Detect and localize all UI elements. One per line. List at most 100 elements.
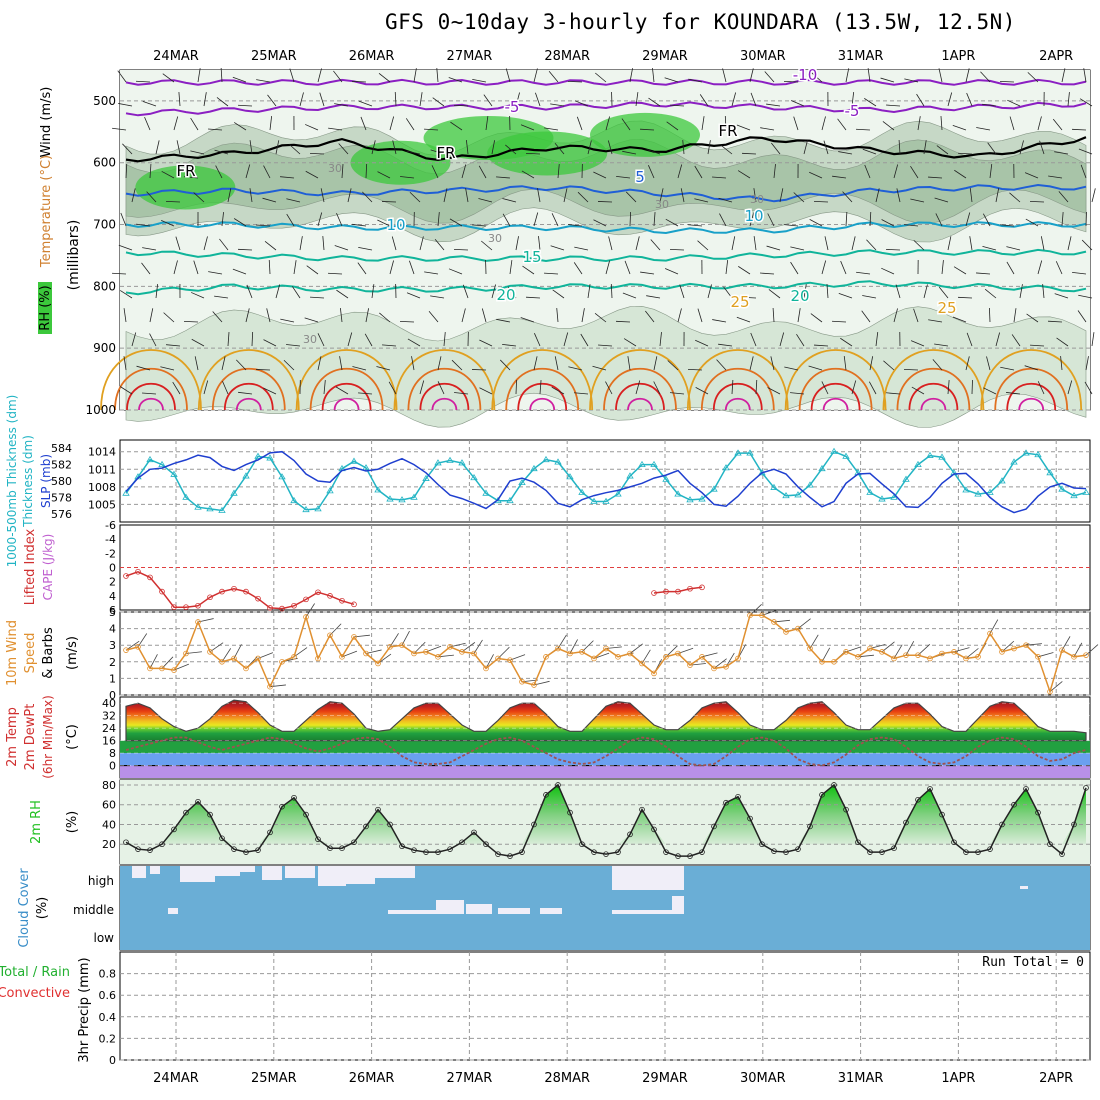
thickness-line-point: [410, 493, 418, 500]
wind-speed-line-point: [1059, 647, 1065, 653]
thickness-line-point: [938, 453, 946, 460]
upper-wind-barb: [377, 219, 391, 227]
isotherm-label: 25: [937, 299, 956, 317]
rh-contour-label: 30: [750, 193, 764, 206]
upper-wind-barb: [659, 188, 664, 203]
upper-wind-barb: [505, 144, 517, 155]
upper-wind-barb: [910, 340, 925, 347]
thickness-tick-label: 582: [51, 459, 72, 472]
rh-line-point: [1071, 821, 1077, 828]
thickness-line-point: [638, 460, 646, 467]
upper-wind-barb: [1085, 211, 1087, 227]
upper-wind-barb: [885, 249, 901, 251]
upper-wind-barb: [969, 188, 973, 203]
upper-wind-barb: [1000, 366, 1015, 371]
wind-tick-label: 2: [109, 656, 116, 669]
rh-line-point: [291, 794, 297, 801]
axis-label-precip: 3hr Precip (mm): [77, 957, 92, 1062]
wind-speed-line-point: [1011, 645, 1017, 652]
cloud-clear-mid: [540, 908, 562, 914]
upper-wind-barb: [237, 248, 253, 251]
upper-wind-barb: [882, 121, 895, 131]
upper-wind-barb: [1078, 294, 1093, 299]
thickness-line-point: [602, 497, 610, 504]
rh-line-point: [843, 806, 849, 813]
upper-wind-barb: [718, 343, 733, 347]
lifted-index-line-point: [171, 604, 177, 610]
thickness-line-point: [386, 495, 394, 502]
upper-wind-barb: [338, 143, 349, 155]
surface-isotherm: [138, 397, 164, 411]
upper-wind-barb: [1039, 140, 1045, 155]
upper-wind-barb: [1006, 246, 1021, 251]
rh-line-point: [207, 811, 213, 818]
surface-isotherm: [100, 349, 202, 411]
axis-label-barbs: & Barbs: [41, 627, 56, 679]
upper-wind-barb: [932, 359, 943, 371]
rh-line-point: [555, 782, 561, 788]
upper-wind-barb: [923, 140, 927, 155]
upper-wind-barb: [407, 338, 421, 347]
lifted-index-line-point: [135, 568, 141, 575]
upper-wind-barb: [911, 386, 925, 395]
upper-wind-barb: [117, 70, 127, 83]
upper-wind-barb: [784, 366, 799, 371]
upper-wind-barb: [461, 308, 466, 323]
upper-wind-barb: [537, 188, 541, 203]
upper-wind-barb: [862, 148, 877, 155]
rh-line-point: [351, 839, 357, 846]
upper-wind-barb: [607, 140, 613, 155]
upper-wind-barb: [334, 103, 349, 107]
surface-isotherm: [615, 383, 665, 411]
upper-wind-barb: [275, 284, 281, 299]
wind-speed-line-point: [171, 667, 177, 673]
upper-wind-barb: [790, 261, 799, 275]
rh-legend-swatch: [38, 282, 52, 334]
upper-wind-barb: [597, 201, 613, 203]
upper-wind-barb: [481, 308, 487, 323]
cloud-clear-mid: [498, 908, 530, 914]
thickness-line-point: [1058, 485, 1066, 492]
upper-wind-barb: [635, 92, 639, 107]
thickness-line-point: [578, 488, 586, 495]
upper-wind-barb: [432, 97, 445, 107]
thickness-line-point: [686, 496, 694, 503]
wind-speed-line-point: [495, 655, 501, 662]
upper-wind-barb: [760, 127, 775, 131]
wind-speed-line-point: [927, 655, 933, 662]
upper-wind-barb: [551, 386, 565, 395]
upper-wind-barb: [824, 236, 829, 251]
upper-wind-barb: [406, 150, 421, 155]
upper-wind-barb: [286, 344, 301, 347]
upper-wind-barb: [391, 236, 397, 251]
cloud-clear-high: [285, 866, 315, 878]
thickness-line-point: [746, 449, 754, 456]
cloud-clear-high: [132, 866, 146, 878]
upper-wind-barb: [749, 212, 755, 227]
upper-wind-barb: [347, 188, 352, 203]
upper-wind-barb: [424, 128, 439, 131]
upper-wind-barb: [623, 338, 637, 347]
upper-wind-barb: [976, 272, 991, 275]
upper-wind-barb: [688, 78, 703, 83]
upper-wind-barb: [869, 356, 874, 371]
upper-wind-barb: [406, 292, 421, 299]
rh-area: [126, 784, 1086, 845]
date-label-bottom: 28MAR: [544, 1071, 590, 1086]
upper-wind-barb: [172, 381, 181, 395]
upper-wind-barb: [814, 344, 829, 347]
wind-speed-line-point: [1071, 654, 1077, 660]
upper-wind-barb: [753, 188, 757, 203]
upper-wind-barb: [245, 308, 250, 323]
rh-line-point: [363, 823, 369, 830]
upper-wind-barb: [659, 332, 662, 347]
temp-tick-label: 24: [102, 722, 116, 735]
upper-wind-barb: [936, 145, 949, 155]
lifted-tick-label: 4: [109, 590, 116, 603]
upper-wind-barb: [716, 359, 727, 371]
rh-band-low: [125, 305, 1087, 428]
upper-wind-barb: [995, 188, 1000, 203]
wind-speed-line-point: [555, 645, 561, 652]
upper-wind-barb: [712, 176, 727, 179]
upper-wind-barb: [551, 213, 559, 227]
